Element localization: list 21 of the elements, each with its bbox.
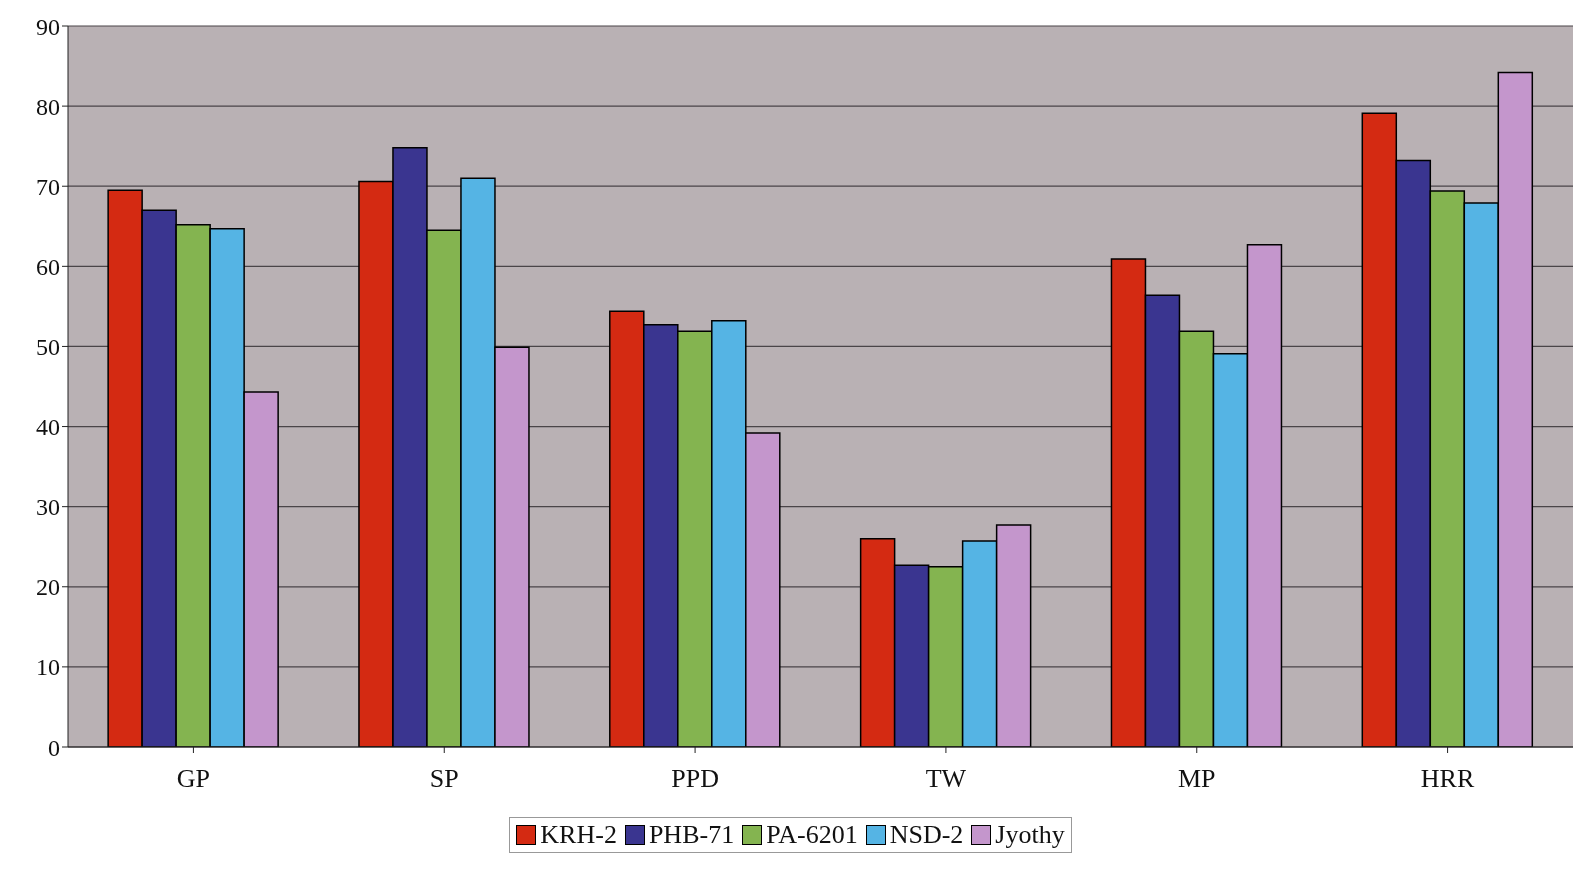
- legend-label: NSD-2: [888, 820, 964, 850]
- x-tick-label: TW: [925, 764, 967, 794]
- y-tick-label: 50: [36, 333, 60, 360]
- y-tick-label: 60: [36, 253, 60, 280]
- x-tick-label: HRR: [1420, 764, 1475, 794]
- x-tick-label: PPD: [671, 764, 719, 794]
- x-tick-label: MP: [1177, 764, 1216, 794]
- x-tick-label: SP: [429, 764, 459, 794]
- y-tick-label: 30: [36, 494, 60, 521]
- legend-label: PA-6201: [765, 820, 858, 850]
- x-tick-label: GP: [176, 764, 211, 794]
- y-tick-label: 40: [36, 414, 60, 441]
- y-tick-label: 70: [36, 173, 60, 200]
- y-tick-label: 10: [36, 654, 60, 681]
- legend-label: KRH-2: [539, 820, 617, 850]
- legend-label: PHB-71: [647, 820, 735, 850]
- y-tick-label: 90: [36, 13, 60, 40]
- y-tick-label: 80: [36, 93, 60, 120]
- legend-label: Jyothy: [994, 820, 1065, 850]
- y-tick-label: 0: [48, 734, 60, 761]
- y-tick-label: 20: [36, 574, 60, 601]
